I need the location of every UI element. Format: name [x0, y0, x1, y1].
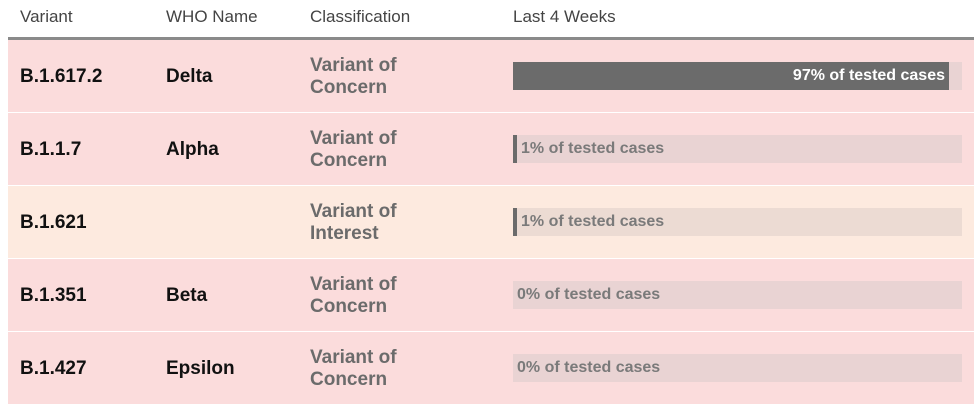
bar-track: 0% of tested cases	[513, 281, 962, 309]
classification-cell: Variant of Concern	[310, 332, 470, 405]
bar-fill	[513, 135, 517, 163]
table-row: B.1.351 Beta Variant of Concern 0% of tes…	[8, 259, 974, 332]
who-name-cell: Beta	[166, 284, 208, 306]
table-row: B.1.1.7 Alpha Variant of Concern 1% of te…	[8, 113, 974, 186]
classification-line1: Variant of	[310, 273, 397, 295]
classification-cell: Variant of Interest	[310, 186, 470, 259]
header-divider	[8, 37, 974, 40]
variant-cell: B.1.621	[20, 211, 87, 233]
classification-cell: Variant of Concern	[310, 113, 470, 186]
classification-cell: Variant of Concern	[310, 40, 470, 113]
bar-fill	[513, 62, 949, 90]
variant-cell: B.1.351	[20, 284, 87, 306]
classification-line2: Concern	[310, 295, 388, 317]
classification-line2: Concern	[310, 368, 388, 390]
table-header: Variant WHO Name Classification Last 4 W…	[0, 0, 980, 40]
header-classification: Classification	[310, 7, 411, 26]
bar-label: 0% of tested cases	[517, 359, 661, 376]
who-name-cell: Alpha	[166, 138, 219, 160]
classification-line2: Concern	[310, 76, 388, 98]
table-row: B.1.427 Epsilon Variant of Concern 0% of …	[8, 332, 974, 405]
table-row: B.1.621 Variant of Interest 1% of tested …	[8, 186, 974, 259]
bar-label: 1% of tested cases	[521, 213, 665, 230]
variant-cell: B.1.1.7	[20, 138, 82, 160]
bar-track: 1% of tested cases	[513, 135, 962, 163]
bar-label: 1% of tested cases	[521, 140, 665, 157]
classification-line2: Concern	[310, 149, 388, 171]
classification-line1: Variant of	[310, 346, 397, 368]
who-name-cell: Delta	[166, 65, 213, 87]
classification-line1: Variant of	[310, 54, 397, 76]
bar-label: 97% of tested cases	[792, 67, 945, 84]
who-name-cell: Epsilon	[166, 357, 235, 379]
header-variant: Variant	[20, 7, 73, 26]
table-row: B.1.617.2 Delta Variant of Concern 97% of…	[8, 40, 974, 113]
bar-fill	[513, 208, 517, 236]
classification-line1: Variant of	[310, 127, 397, 149]
classification-cell: Variant of Concern	[310, 259, 470, 332]
header-who-name: WHO Name	[166, 7, 258, 26]
bar-label: 0% of tested cases	[517, 286, 661, 303]
variant-cell: B.1.617.2	[20, 65, 103, 87]
variant-cell: B.1.427	[20, 357, 87, 379]
bar-track: 1% of tested cases	[513, 208, 962, 236]
classification-line2: Interest	[310, 222, 379, 244]
classification-line1: Variant of	[310, 200, 397, 222]
header-last-4-weeks: Last 4 Weeks	[513, 7, 616, 26]
bar-track: 0% of tested cases	[513, 354, 962, 382]
bar-track: 97% of tested cases	[513, 62, 962, 90]
